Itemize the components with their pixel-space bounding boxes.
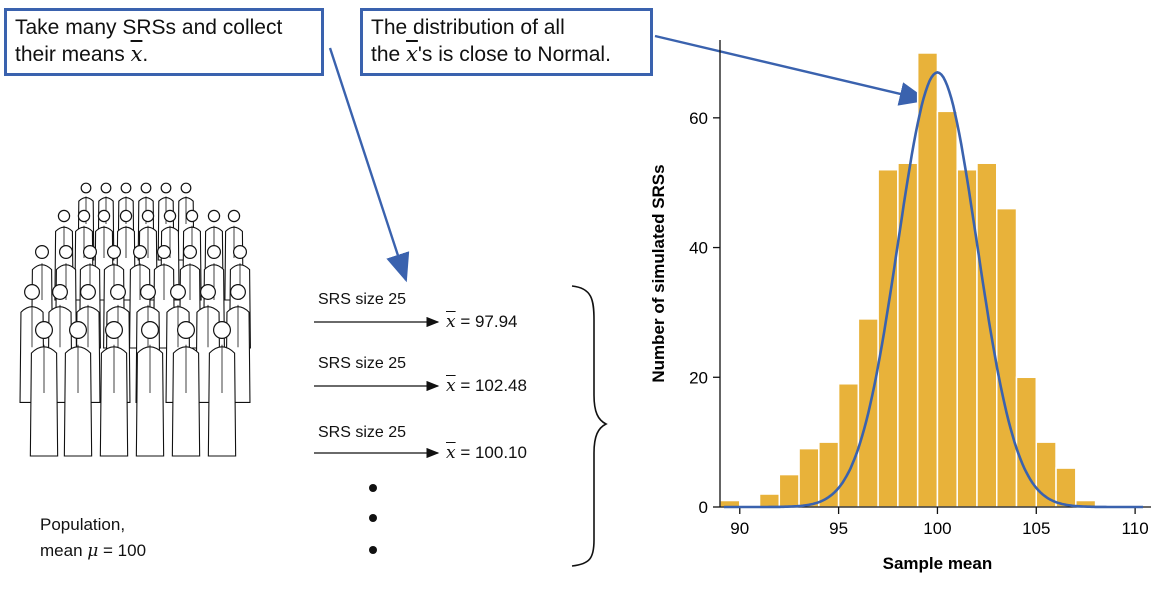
callout-take-srs: Take many SRSs and collect their means x… bbox=[4, 8, 324, 76]
crowd-person bbox=[29, 346, 59, 457]
curly-brace bbox=[571, 285, 608, 567]
callout-left-line1: Take many SRSs and collect bbox=[15, 16, 283, 39]
sample-mean-1: x = 97.94 bbox=[446, 312, 518, 332]
crowd-person bbox=[200, 284, 216, 300]
sample-mean-2: x = 102.48 bbox=[446, 376, 527, 396]
crowd-person bbox=[141, 209, 155, 223]
crowd-person bbox=[185, 209, 199, 223]
crowd-person bbox=[135, 346, 165, 457]
x-tick-label: 110 bbox=[1122, 519, 1149, 538]
crowd-person bbox=[99, 346, 129, 457]
population-crowd-illustration bbox=[19, 182, 251, 457]
x-tick-label: 90 bbox=[730, 519, 749, 538]
crowd-person bbox=[68, 321, 87, 340]
y-tick-label: 40 bbox=[689, 239, 708, 258]
crowd-person bbox=[230, 284, 246, 300]
crowd-person bbox=[119, 209, 133, 223]
mu-symbol: μ bbox=[87, 541, 99, 561]
crowd-person bbox=[177, 321, 196, 340]
crowd-person bbox=[207, 209, 221, 223]
xbar-symbol: x bbox=[406, 42, 418, 66]
crowd-person bbox=[77, 209, 91, 223]
crowd-person bbox=[140, 182, 152, 194]
callout-left-line2: their means x. bbox=[15, 42, 149, 66]
sample-mean-3: x = 100.10 bbox=[446, 443, 527, 463]
crowd-person bbox=[100, 182, 112, 194]
histogram-bar bbox=[1015, 376, 1038, 508]
crowd-person bbox=[132, 244, 147, 259]
crowd-person bbox=[35, 321, 53, 340]
crowd-person bbox=[207, 346, 237, 457]
crowd-person bbox=[227, 209, 241, 223]
crowd-person bbox=[80, 284, 96, 300]
crowd-person bbox=[180, 182, 192, 194]
histogram-bar bbox=[778, 473, 800, 508]
histogram-bar bbox=[877, 168, 899, 508]
crowd-person bbox=[110, 284, 126, 300]
histogram-bar bbox=[837, 383, 860, 508]
srs-label-1: SRS size 25 bbox=[318, 291, 407, 308]
crowd-person bbox=[157, 244, 172, 259]
histogram-bar bbox=[758, 493, 781, 508]
crowd-person bbox=[120, 182, 132, 194]
histogram-bar bbox=[995, 207, 1018, 508]
crowd-person bbox=[52, 284, 68, 300]
crowd-person bbox=[24, 284, 40, 300]
normal-curve bbox=[724, 71, 1143, 509]
y-axis-label: Number of simulated SRSs bbox=[649, 164, 668, 382]
crowd-person bbox=[163, 209, 177, 223]
histogram-chart: 0 20 40 60 90 95 100 105 110 Number of simulated … bbox=[649, 40, 1151, 573]
crowd-person bbox=[104, 321, 123, 340]
crowd-person bbox=[57, 209, 71, 223]
x-tick-label: 95 bbox=[829, 519, 848, 538]
crowd-person bbox=[170, 284, 186, 300]
crowd-person bbox=[97, 209, 111, 223]
ellipsis-dot bbox=[369, 484, 377, 492]
ellipsis-dot bbox=[369, 546, 377, 554]
srs-label-3: SRS size 25 bbox=[318, 424, 407, 441]
ellipsis-dot bbox=[369, 514, 377, 522]
crowd-person bbox=[63, 346, 93, 457]
crowd-person bbox=[213, 321, 232, 340]
xbar-symbol: x bbox=[130, 42, 143, 66]
callout-right-line1: The distribution of all bbox=[371, 16, 565, 39]
crowd-person bbox=[140, 284, 156, 300]
histogram-bar bbox=[916, 52, 939, 508]
crowd-person bbox=[140, 321, 159, 340]
x-tick-label: 100 bbox=[923, 519, 951, 538]
crowd-person bbox=[106, 244, 121, 259]
crowd-person bbox=[35, 244, 50, 259]
crowd-person bbox=[160, 182, 172, 194]
population-label-line1: Population, bbox=[40, 515, 126, 534]
x-tick-label: 105 bbox=[1022, 519, 1050, 538]
callout-left-connector bbox=[328, 47, 410, 283]
y-tick-label: 0 bbox=[699, 498, 708, 517]
crowd-person bbox=[171, 346, 201, 457]
x-axis-label: Sample mean bbox=[883, 554, 993, 573]
crowd-person bbox=[207, 244, 222, 259]
histogram-bar bbox=[936, 110, 958, 508]
histogram-bar bbox=[976, 162, 998, 508]
crowd-person bbox=[82, 244, 97, 259]
crowd-person bbox=[233, 244, 248, 259]
histogram-bar bbox=[798, 447, 820, 508]
y-tick-label: 20 bbox=[689, 368, 708, 387]
crowd-person bbox=[80, 182, 92, 194]
callout-distribution: The distribution of all the x's is close… bbox=[360, 8, 653, 76]
histogram-bar bbox=[897, 162, 919, 508]
callout-right-line2: the x's is close to Normal. bbox=[371, 42, 611, 66]
y-tick-label: 60 bbox=[689, 109, 708, 128]
crowd-person bbox=[58, 244, 73, 259]
srs-label-2: SRS size 25 bbox=[318, 355, 407, 372]
crowd-person bbox=[183, 244, 198, 259]
histogram-bar bbox=[1055, 467, 1077, 508]
population-label-line2: mean μ = 100 bbox=[40, 541, 147, 561]
